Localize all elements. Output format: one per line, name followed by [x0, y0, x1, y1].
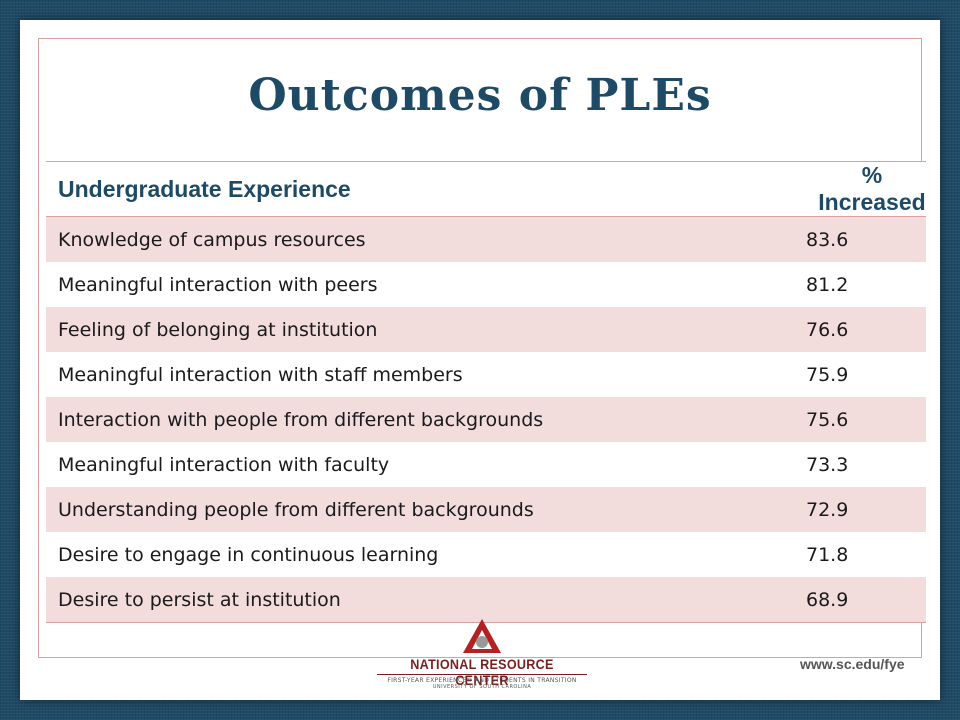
website-url: www.sc.edu/fye — [800, 656, 905, 672]
cell-percent: 81.2 — [806, 262, 926, 307]
header-experience: Undergraduate Experience — [46, 161, 806, 217]
cell-percent: 73.3 — [806, 442, 926, 487]
logo-university: UNIVERSITY OF SOUTH CAROLINA — [432, 684, 532, 690]
table-row: Desire to engage in continuous learning … — [46, 532, 926, 577]
cell-percent: 72.9 — [806, 487, 926, 532]
cell-experience: Knowledge of campus resources — [46, 216, 806, 262]
cell-percent: 83.6 — [806, 216, 926, 262]
table-row: Desire to persist at institution 68.9 — [46, 577, 926, 623]
cell-experience: Understanding people from different back… — [46, 487, 806, 532]
slide-title: Outcomes of PLEs — [248, 70, 712, 121]
cell-experience: Meaningful interaction with peers — [46, 262, 806, 307]
cell-experience: Desire to persist at institution — [46, 577, 806, 623]
outcomes-table: Undergraduate Experience % Increased Kno… — [46, 161, 926, 623]
cell-percent: 68.9 — [806, 577, 926, 623]
header-percent-increased: % Increased — [806, 161, 926, 217]
cell-percent: 76.6 — [806, 307, 926, 352]
triangle-logo-icon — [463, 619, 501, 653]
logo-name: NATIONAL RESOURCE CENTER — [410, 656, 554, 688]
cell-percent: 75.9 — [806, 352, 926, 397]
cell-experience: Meaningful interaction with faculty — [46, 442, 806, 487]
table-row: Understanding people from different back… — [46, 487, 926, 532]
cell-experience: Interaction with people from different b… — [46, 397, 806, 442]
table-row: Interaction with people from different b… — [46, 397, 926, 442]
table-row: Knowledge of campus resources 83.6 — [46, 216, 926, 262]
logo-subtitle: FIRST-YEAR EXPERIENCE® AND STUDENTS IN T… — [387, 677, 577, 684]
slide: Outcomes of PLEs Undergraduate Experienc… — [20, 20, 940, 700]
cell-experience: Feeling of belonging at institution — [46, 307, 806, 352]
cell-percent: 71.8 — [806, 532, 926, 577]
table-row: Meaningful interaction with peers 81.2 — [46, 262, 926, 307]
logo-rule — [377, 674, 587, 675]
national-resource-center-logo: NATIONAL RESOURCE CENTER FIRST-YEAR EXPE… — [372, 618, 592, 690]
cell-experience: Desire to engage in continuous learning — [46, 532, 806, 577]
table-header-row: Undergraduate Experience % Increased — [46, 161, 926, 217]
table-row: Feeling of belonging at institution 76.6 — [46, 307, 926, 352]
table-row: Meaningful interaction with faculty 73.3 — [46, 442, 926, 487]
cell-experience: Meaningful interaction with staff member… — [46, 352, 806, 397]
cell-percent: 75.6 — [806, 397, 926, 442]
table-row: Meaningful interaction with staff member… — [46, 352, 926, 397]
